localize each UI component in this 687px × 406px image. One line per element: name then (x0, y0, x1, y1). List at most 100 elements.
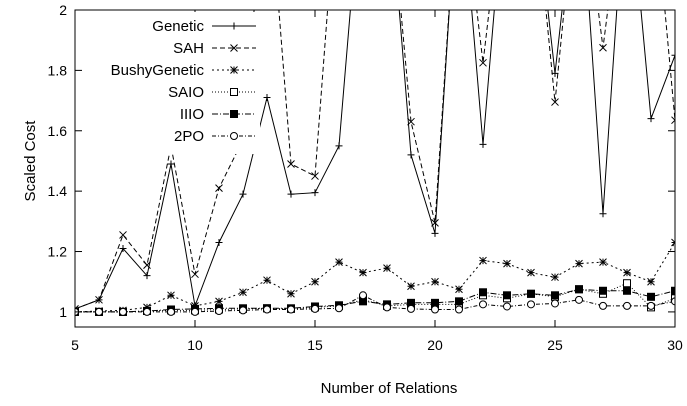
data-point (431, 298, 439, 307)
series-line-1 (75, 10, 675, 310)
data-point (239, 288, 247, 297)
legend-label: Genetic (152, 18, 204, 35)
legend: Genetic SAH BushyGenetic SAIO IIIO 2PO (111, 12, 260, 154)
axis-ticks: 5 10 15 20 25 30 1 1.2 1.4 1.6 1.8 2 (48, 2, 683, 353)
data-point (191, 307, 199, 316)
data-point (383, 303, 391, 312)
data-point (287, 160, 295, 168)
data-point (143, 261, 151, 269)
data-point (95, 307, 103, 316)
data-point (551, 291, 559, 300)
data-point (431, 277, 439, 286)
series-line-2 (75, 10, 675, 310)
x-tick-label: 30 (667, 337, 683, 353)
series-group (75, 10, 675, 316)
data-point (311, 172, 319, 180)
data-point (599, 286, 607, 295)
data-point (647, 301, 655, 310)
data-point (407, 304, 415, 313)
data-point (215, 184, 223, 192)
data-point (359, 291, 367, 300)
data-point (455, 285, 463, 294)
data-point (191, 270, 199, 279)
data-point (407, 151, 415, 159)
data-point (143, 272, 151, 280)
x-tick-label: 15 (307, 337, 323, 353)
data-point (623, 268, 631, 277)
data-point (599, 43, 607, 52)
data-point (263, 94, 271, 102)
y-tick-label: 1.4 (48, 183, 68, 199)
data-point (215, 238, 223, 246)
y-tick-label: 1 (59, 304, 67, 320)
x-tick-label: 25 (547, 337, 563, 353)
data-point (503, 259, 511, 268)
data-point (479, 256, 487, 265)
data-point (287, 289, 295, 298)
data-point (551, 98, 559, 106)
legend-label: SAIO (168, 84, 204, 101)
x-axis-label: Number of Relations (321, 380, 458, 397)
data-point (479, 58, 487, 67)
legend-label: BushyGenetic (111, 62, 205, 79)
data-point (527, 300, 535, 309)
data-point (527, 268, 535, 277)
data-point (287, 305, 295, 314)
data-point (335, 258, 343, 266)
data-point (263, 276, 271, 285)
series-line-3 (75, 242, 675, 313)
legend-marker (230, 88, 238, 96)
legend-marker (230, 66, 238, 74)
data-point (359, 268, 367, 277)
legend-label: IIIO (180, 106, 204, 123)
data-point (671, 286, 675, 295)
data-point (215, 297, 223, 306)
x-tick-label: 10 (187, 337, 203, 353)
data-point (503, 291, 511, 300)
x-tick-label: 20 (427, 337, 443, 353)
data-point (599, 258, 607, 266)
data-point (263, 305, 271, 314)
data-point (575, 259, 583, 268)
data-point (407, 117, 415, 126)
data-point (431, 305, 439, 314)
data-point (95, 295, 103, 304)
data-point (455, 305, 463, 314)
x-tick-label: 5 (71, 337, 79, 353)
legend-label: 2PO (174, 128, 204, 145)
data-point (503, 302, 511, 311)
data-point (671, 51, 675, 59)
data-point (527, 289, 535, 298)
plot-area (75, 10, 675, 316)
data-point (239, 306, 247, 315)
data-point (287, 190, 295, 198)
data-point (647, 115, 655, 123)
data-point (167, 307, 175, 316)
data-point (119, 307, 127, 316)
series-line-4 (75, 282, 675, 313)
y-tick-label: 1.8 (48, 62, 68, 78)
data-point (479, 288, 487, 297)
y-axis-label: Scaled Cost (22, 120, 39, 202)
data-point (143, 307, 151, 316)
legend-marker (230, 44, 238, 52)
data-point (119, 245, 127, 253)
data-point (119, 231, 127, 239)
data-point (647, 292, 655, 301)
data-point (623, 279, 631, 288)
data-point (575, 285, 583, 294)
plot-frame (74, 9, 676, 328)
data-point (311, 189, 319, 197)
y-tick-label: 2 (59, 2, 67, 18)
y-tick-label: 1.2 (48, 244, 68, 260)
data-point (167, 291, 175, 300)
data-point (407, 282, 415, 291)
data-point (599, 301, 607, 310)
data-point (647, 277, 655, 286)
legend-marker (230, 132, 238, 140)
data-point (335, 304, 343, 313)
data-point (335, 142, 343, 150)
data-point (623, 286, 631, 295)
data-point (383, 264, 391, 272)
